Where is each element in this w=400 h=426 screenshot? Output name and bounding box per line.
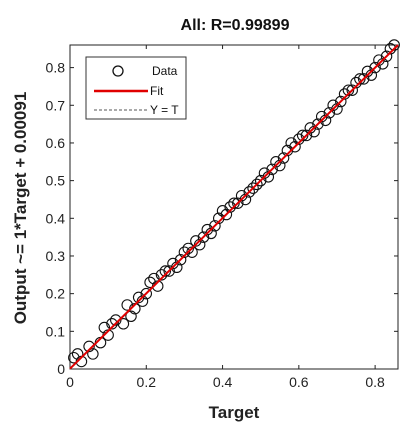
y-axis-label: Output ~= 1*Target + 0.00091 [11,92,30,325]
data-point [182,242,194,255]
legend-box [85,56,187,120]
data-point [285,137,297,149]
data-point [98,321,111,334]
data-point [201,223,214,236]
data-point [178,246,191,258]
data-point [357,73,370,85]
y-tick-label: 0 [57,361,65,377]
data-point [312,118,324,130]
data-point [281,144,294,157]
fit-line [69,44,399,370]
data-point [71,348,84,360]
data-point [232,197,244,209]
data-point [174,253,187,266]
data-point [167,257,179,270]
x-tick-label: 0.2 [137,374,157,390]
y-tick-label: 0.6 [46,135,66,151]
legend: Data Fit Y = T [85,56,187,120]
data-point [350,76,362,89]
data-point [163,265,175,277]
data-point [148,272,160,285]
data-point [117,318,130,330]
chart-title: All: R=0.99899 [181,17,290,34]
y-axis: 0 0.1 0.2 0.3 0.4 0.5 0.6 0.7 0.8 [46,60,398,377]
data-point [144,276,156,289]
x-tick-label: 0 [66,374,74,390]
data-point [342,84,355,96]
data-point [228,197,240,209]
data-point [68,351,80,364]
data-point [369,61,381,74]
y-tick-label: 0.7 [46,97,66,113]
data-point [190,235,202,247]
data-point [87,348,99,360]
data-point [388,39,400,51]
x-tick-label: 0.6 [289,374,309,390]
data-point [83,340,95,353]
data-point [220,208,233,221]
y-tick-label: 0.8 [46,60,66,76]
data-point [212,212,225,225]
data-point [327,99,339,112]
data-point [277,152,290,164]
data-point [235,189,248,202]
x-tick-label: 0.4 [213,374,233,390]
y-tick-label: 0.2 [46,286,66,302]
data-point [197,231,210,243]
legend-data-marker [112,65,124,77]
data-point [254,174,267,187]
data-point [258,167,271,179]
legend-data-label: Data [152,64,178,78]
data-point [251,178,263,191]
data-point [140,287,153,300]
data-point [132,291,145,304]
x-axis-label: Target [209,403,260,422]
data-point [266,163,278,176]
data-point [304,122,317,134]
legend-identity-label: Y = T [150,103,179,117]
x-axis: 0 0.2 0.4 0.6 0.8 [66,45,385,390]
data-point [243,186,256,198]
y-tick-label: 0.5 [46,173,66,189]
data-point [159,265,172,277]
data-point [216,205,229,217]
legend-fit-label: Fit [150,84,164,98]
data-point [300,129,313,142]
data-point [289,140,301,153]
y-tick-label: 0.4 [46,210,66,226]
data-point [293,133,305,145]
data-point [323,107,336,119]
x-tick-label: 0.8 [365,374,385,390]
data-point [209,220,221,232]
y-tick-label: 0.1 [46,323,66,339]
data-point [315,110,328,123]
data-point [106,318,118,330]
data-point [346,84,358,96]
data-point [247,182,259,194]
y-tick-label: 0.3 [46,248,66,264]
data-point [270,156,282,168]
data-point [110,314,122,326]
data-point [335,95,347,108]
data-point [338,88,351,100]
data-point [121,299,133,311]
data-point [296,129,309,142]
data-point [125,310,137,323]
data-point [380,50,393,63]
data-point [155,269,168,281]
data-point [224,201,236,213]
